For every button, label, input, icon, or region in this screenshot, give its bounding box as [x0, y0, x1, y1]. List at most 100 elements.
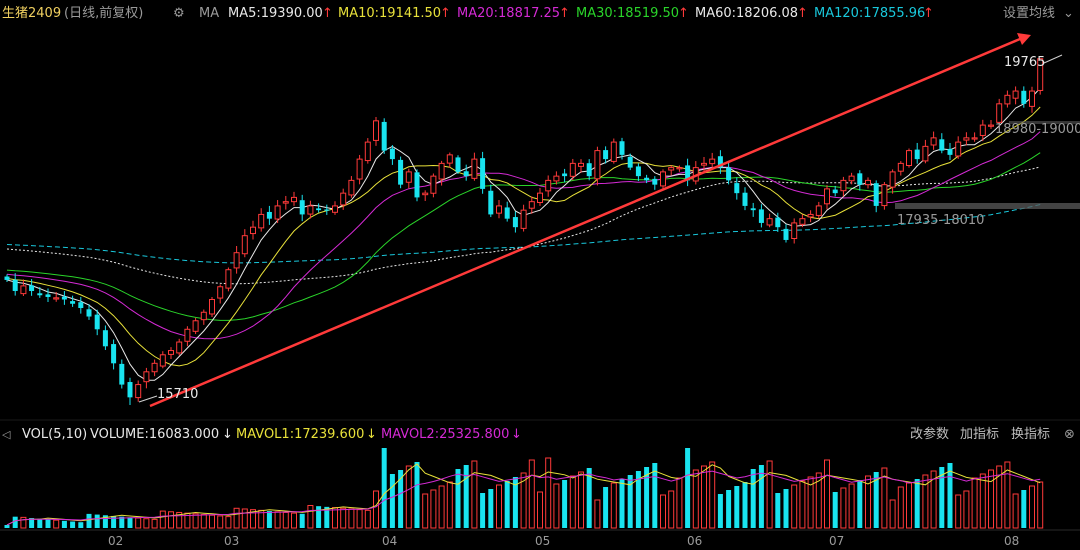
candle-body — [349, 180, 354, 195]
candle-body — [46, 294, 51, 297]
volume-bar — [661, 495, 666, 528]
candle-body — [792, 223, 797, 239]
volume-bar — [792, 485, 797, 528]
candle-body — [767, 219, 772, 225]
candle-body — [398, 160, 403, 185]
candle-body — [620, 141, 625, 155]
candle-body — [759, 209, 764, 223]
candle-body — [857, 173, 862, 184]
volume-bar — [5, 525, 10, 528]
candle-body — [292, 197, 297, 201]
volume-bar — [726, 490, 731, 528]
candle-body — [915, 150, 920, 160]
low-pointer — [139, 396, 157, 402]
volume-bar — [95, 515, 100, 528]
volume-bar — [1030, 486, 1035, 528]
candle-body — [218, 287, 223, 298]
candle-body — [29, 285, 34, 291]
volume-bar — [825, 460, 830, 528]
candle-body — [939, 139, 944, 150]
volume-bar — [431, 490, 436, 528]
volume-bar — [128, 517, 133, 528]
candle-body — [210, 300, 215, 314]
volume-bar — [841, 488, 846, 528]
candle-body — [784, 229, 789, 240]
candle-body — [5, 277, 10, 280]
volume-bar — [718, 494, 723, 528]
candle-body — [989, 125, 994, 126]
volume-bar — [136, 518, 141, 528]
volume-bar — [546, 458, 551, 528]
candle-body — [152, 363, 157, 371]
candle-body — [480, 158, 485, 189]
x-tick-label: 02 — [108, 534, 123, 548]
volume-bar — [956, 495, 961, 528]
candle-body — [579, 163, 584, 166]
volume-bar — [390, 474, 395, 528]
volume-bar — [464, 465, 469, 528]
candle-body — [636, 166, 641, 176]
volume-bar — [693, 470, 698, 528]
candle-body — [415, 172, 420, 197]
candle-body — [103, 330, 108, 346]
volume-bar — [570, 476, 575, 528]
x-tick-label: 06 — [687, 534, 702, 548]
volume-bar — [980, 474, 985, 528]
volume-bar — [1005, 462, 1010, 528]
volume-bar — [226, 517, 231, 528]
volume-bar — [1021, 490, 1026, 528]
candle-body — [283, 202, 288, 203]
candle-body — [160, 355, 165, 366]
volume-bar — [267, 511, 272, 528]
volume-bar — [406, 466, 411, 528]
volume-bar — [62, 521, 67, 528]
volume-bar — [1038, 482, 1043, 528]
volume-bar — [989, 470, 994, 528]
volume-bar — [472, 461, 477, 528]
x-tick-label: 05 — [535, 534, 550, 548]
candle-body — [144, 372, 149, 382]
candle-body — [800, 219, 805, 225]
volume-bar — [308, 505, 313, 528]
candle-body — [611, 142, 616, 161]
candle-body — [316, 208, 321, 210]
candle-body — [267, 212, 272, 219]
low-price-label: 15710 — [157, 387, 198, 402]
candle-body — [111, 344, 116, 363]
volume-bar — [316, 506, 321, 528]
candle-body — [78, 302, 83, 308]
volume-bar — [70, 522, 75, 528]
candle-body — [866, 180, 871, 184]
volume-bar — [677, 478, 682, 528]
candle-body — [570, 163, 575, 176]
candle-body — [128, 382, 133, 397]
volume-bar — [144, 519, 149, 528]
candle-body — [136, 385, 141, 398]
candle-body — [488, 191, 493, 215]
volume-bar — [21, 517, 26, 528]
candle-body — [406, 172, 411, 182]
volume-bar — [341, 508, 346, 528]
volume-bar — [415, 462, 420, 528]
volume-bar — [652, 463, 657, 528]
candle-body — [710, 159, 715, 164]
volume-bar — [775, 493, 780, 528]
volume-bar — [152, 519, 157, 528]
volume-bar — [554, 484, 559, 528]
volume-bar — [283, 512, 288, 528]
volume-bar — [423, 494, 428, 528]
volume-bar — [201, 515, 206, 528]
volume-bars — [5, 448, 1043, 528]
volume-bar — [333, 508, 338, 528]
volume-bar — [456, 469, 461, 528]
candle-body — [775, 218, 780, 228]
candle-body — [13, 280, 18, 291]
candle-body — [374, 121, 379, 141]
volume-bar — [685, 448, 690, 528]
candle-body — [308, 206, 313, 214]
volume-bar — [488, 489, 493, 528]
x-tick-label: 03 — [224, 534, 239, 548]
x-axis-labels: 02 03 04 05 06 07 08 — [108, 534, 1019, 548]
candle-body — [95, 315, 100, 330]
